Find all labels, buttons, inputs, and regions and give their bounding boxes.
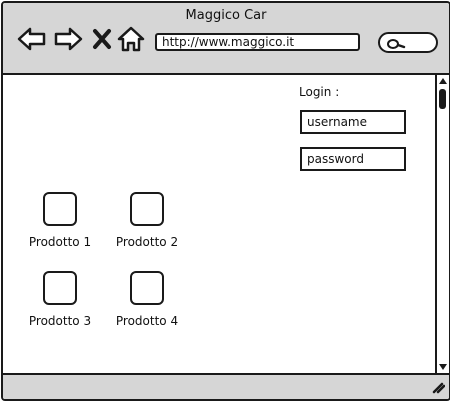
home-icon bbox=[117, 26, 145, 52]
product-item[interactable]: Prodotto 1 bbox=[20, 192, 100, 249]
product-label: Prodotto 4 bbox=[115, 314, 179, 328]
vertical-scrollbar[interactable] bbox=[435, 75, 449, 373]
product-image-placeholder bbox=[130, 192, 164, 226]
login-label: Login : bbox=[299, 85, 340, 99]
search-icon bbox=[387, 39, 406, 49]
product-image-placeholder bbox=[43, 192, 77, 226]
stop-button[interactable] bbox=[92, 25, 112, 53]
product-item[interactable]: Prodotto 3 bbox=[20, 271, 100, 328]
close-icon bbox=[93, 29, 111, 49]
product-label: Prodotto 3 bbox=[28, 314, 92, 328]
product-label: Prodotto 1 bbox=[28, 235, 92, 249]
status-bar bbox=[3, 373, 449, 399]
address-bar-text: http://www.maggico.it bbox=[162, 35, 295, 49]
product-label: Prodotto 2 bbox=[115, 235, 179, 249]
scroll-up-icon[interactable] bbox=[437, 75, 449, 87]
product-item[interactable]: Prodotto 4 bbox=[107, 271, 187, 328]
arrow-right-icon bbox=[54, 27, 83, 51]
scrollbar-thumb[interactable] bbox=[439, 89, 446, 109]
back-button[interactable] bbox=[17, 25, 47, 53]
resize-grip-icon[interactable] bbox=[431, 380, 445, 394]
product-image-placeholder bbox=[130, 271, 164, 305]
browser-toolbar: Maggico Car http://www.maggico.it bbox=[3, 3, 449, 75]
scroll-down-icon[interactable] bbox=[437, 361, 449, 373]
window-title: Maggico Car bbox=[185, 8, 267, 23]
home-button[interactable] bbox=[117, 25, 145, 53]
password-field[interactable] bbox=[300, 147, 406, 171]
forward-button[interactable] bbox=[53, 25, 83, 53]
search-field[interactable] bbox=[378, 32, 438, 53]
address-bar[interactable]: http://www.maggico.it bbox=[155, 33, 360, 51]
arrow-left-icon bbox=[17, 27, 46, 51]
product-image-placeholder bbox=[43, 271, 77, 305]
username-field[interactable] bbox=[300, 110, 406, 134]
product-item[interactable]: Prodotto 2 bbox=[107, 192, 187, 249]
